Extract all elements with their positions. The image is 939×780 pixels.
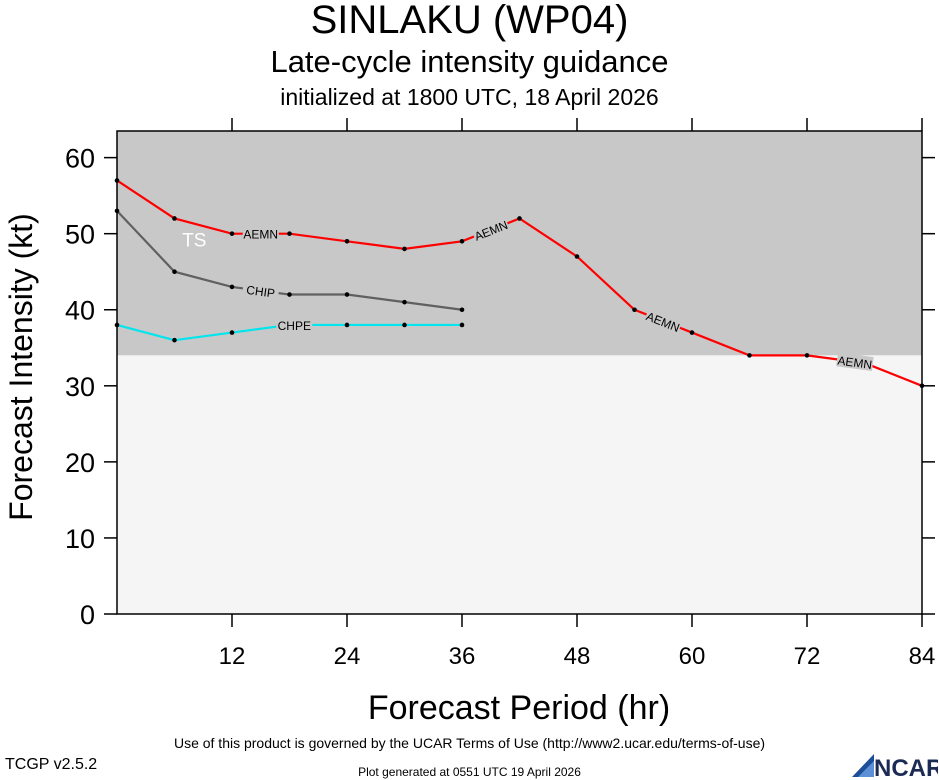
band-label: TS xyxy=(182,231,206,252)
data-point-aemn xyxy=(287,231,292,236)
data-point-chpe xyxy=(459,322,465,328)
data-point-chip xyxy=(287,292,292,297)
band-ts xyxy=(117,131,922,356)
data-point-aemn xyxy=(344,238,350,244)
y-tick-label: 60 xyxy=(65,144,95,174)
series-label-text: AEMN xyxy=(243,228,278,242)
series-label-bg xyxy=(471,216,511,244)
series-label-bg xyxy=(643,308,683,335)
chart-init-time: initialized at 1800 UTC, 18 April 2026 xyxy=(280,84,659,110)
chart-title: SINLAKU (WP04) xyxy=(310,0,629,42)
data-point-chpe xyxy=(229,330,235,335)
series-label-bg xyxy=(241,281,280,301)
band-below-ts xyxy=(117,355,922,614)
x-tick-label: 72 xyxy=(794,643,821,670)
x-axis-label: Forecast Period (hr) xyxy=(368,689,670,727)
data-point-chpe xyxy=(402,322,407,328)
data-point-aemn xyxy=(459,238,465,244)
data-point-chpe xyxy=(344,322,350,328)
axis-ticks: 0 10 20 30 40 50 60 12 24 36 48 60 72 84 xyxy=(65,118,935,670)
series-label-text: AEMN xyxy=(837,354,873,372)
y-axis-label: Forecast Intensity (kt) xyxy=(3,213,39,521)
plot-frame xyxy=(116,130,923,615)
ncar-logo: NCAR xyxy=(852,754,938,778)
chart-subtitle: Late-cycle intensity guidance xyxy=(270,44,669,79)
series-label-bg xyxy=(242,226,279,241)
data-point-aemn xyxy=(574,254,580,259)
series-label-chpe: CHPE xyxy=(276,317,313,333)
data-point-chpe xyxy=(172,337,177,343)
series-label-chip: CHIP xyxy=(241,281,280,301)
data-point-chip xyxy=(172,269,177,275)
data-point-aemn xyxy=(402,246,407,252)
x-tick-label: 12 xyxy=(219,643,246,670)
y-tick-label: 10 xyxy=(65,524,95,554)
x-tick-label: 24 xyxy=(334,643,361,670)
data-point-chip xyxy=(402,299,407,305)
data-point-chip xyxy=(344,292,350,297)
series-label-aemn: AEMN xyxy=(242,226,279,242)
data-point-aemn xyxy=(517,216,522,221)
series-label-aemn: AEMN xyxy=(836,352,874,372)
x-tick-label: 84 xyxy=(909,643,936,670)
y-tick-label: 0 xyxy=(80,600,95,630)
data-point-aemn xyxy=(689,330,695,335)
y-tick-label: 50 xyxy=(65,220,95,250)
series-label-bg xyxy=(276,317,313,332)
generated-time: Plot generated at 0551 UTC 19 April 2026 xyxy=(358,765,581,779)
y-tick-label: 30 xyxy=(65,372,95,402)
data-point-aemn xyxy=(804,353,810,358)
x-tick-label: 60 xyxy=(679,643,706,670)
data-point-aemn xyxy=(747,353,752,358)
series-label-text: CHIP xyxy=(245,283,275,301)
svg-text:NCAR: NCAR xyxy=(874,755,938,778)
data-point-chip xyxy=(459,307,465,313)
data-point-chip xyxy=(229,284,235,290)
data-point-aemn xyxy=(172,216,177,221)
y-tick-label: 20 xyxy=(65,448,95,478)
x-tick-label: 48 xyxy=(564,643,591,670)
series-label-aemn: AEMN xyxy=(643,308,683,335)
data-point-aemn xyxy=(632,307,637,313)
version-label: TCGP v2.5.2 xyxy=(5,756,98,773)
data-point-aemn xyxy=(229,231,235,236)
category-bands: TS xyxy=(117,131,922,614)
series-label-text: CHPE xyxy=(278,319,311,333)
x-tick-label: 36 xyxy=(449,643,476,670)
y-tick-label: 40 xyxy=(65,296,95,326)
terms-of-use: Use of this product is governed by the U… xyxy=(173,735,766,751)
series-label-bg xyxy=(836,352,874,372)
